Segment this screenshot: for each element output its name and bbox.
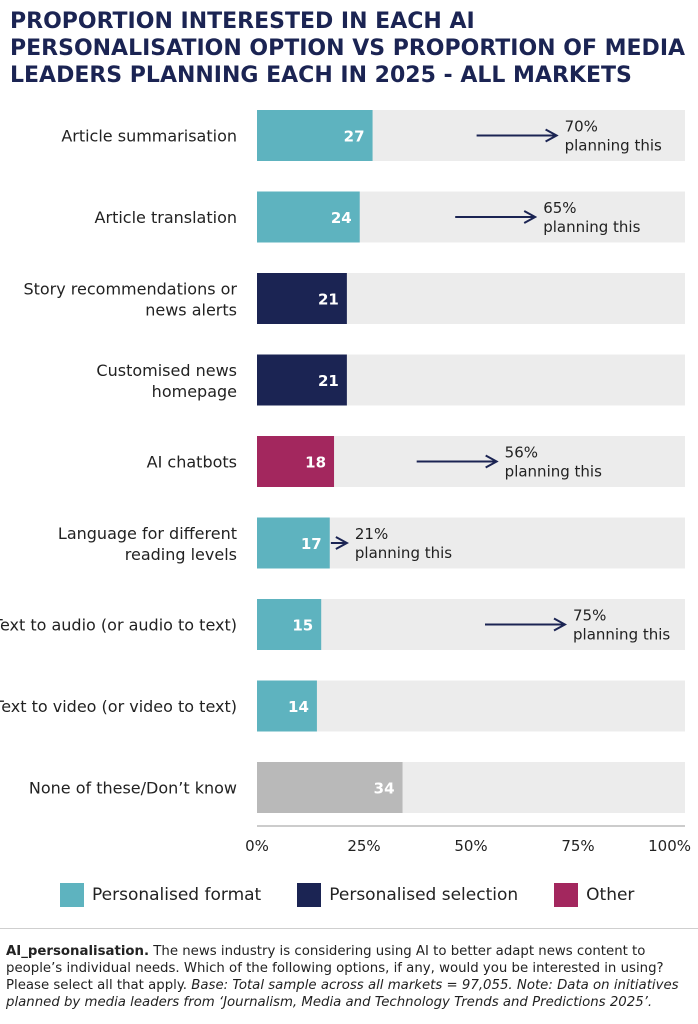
bar-track: [257, 680, 685, 732]
category-label: news alerts: [145, 301, 237, 320]
footnote-question: The news industry is considering using A…: [6, 944, 664, 993]
bar-value-label: 27: [344, 128, 365, 146]
bar: [257, 436, 335, 487]
bar-value-label: 17: [301, 535, 322, 553]
bar: [257, 191, 360, 243]
x-tick-label: 75%: [561, 837, 594, 855]
bar: [257, 599, 322, 650]
bar-value-label: 15: [292, 617, 313, 635]
category-label: homepage: [152, 382, 237, 401]
bar: [257, 762, 403, 813]
planning-percent-label: 75%: [573, 607, 606, 625]
footnote-label: AI_personalisation.: [6, 944, 150, 959]
planning-text-label: planning this: [505, 463, 602, 481]
x-tick-label: 50%: [454, 837, 487, 855]
legend-label-personalised-format: Personalised format: [92, 885, 262, 905]
bar-value-label: 34: [374, 780, 395, 798]
bar: [257, 273, 347, 324]
legend-label-other: Other: [586, 885, 635, 905]
category-label: Language for different: [58, 524, 237, 543]
category-label: Story recommendations or: [23, 280, 237, 299]
bar-value-label: 24: [331, 209, 352, 227]
legend-label-personalised-selection: Personalised selection: [329, 885, 519, 905]
planning-text-label: planning this: [573, 626, 670, 644]
planning-text-label: planning this: [543, 218, 640, 236]
legend-item-other: Other: [554, 883, 634, 907]
bar: [257, 354, 347, 406]
bar: [257, 110, 373, 161]
x-tick-label: 100%: [648, 837, 691, 855]
category-label: Text to audio (or audio to text): [0, 616, 237, 635]
category-label: AI chatbots: [147, 453, 237, 472]
category-label: Customised news: [96, 361, 237, 380]
category-label: reading levels: [125, 545, 237, 564]
x-tick-label: 0%: [245, 837, 269, 855]
category-label: None of these/Don’t know: [29, 779, 237, 798]
legend-item-personalised-selection: Personalised selection: [297, 883, 518, 907]
legend-swatch-personalised-format: [60, 883, 84, 907]
legend-swatch-personalised-selection: [297, 883, 322, 907]
bar-track: [257, 599, 685, 650]
legend: Personalised format Personalised selecti…: [60, 880, 670, 910]
bar-value-label: 14: [288, 698, 309, 716]
bar-value-label: 21: [318, 291, 339, 309]
divider: [0, 928, 698, 929]
bar-value-label: 18: [305, 454, 326, 472]
bar: [257, 680, 317, 732]
planning-percent-label: 56%: [505, 444, 538, 462]
category-label: Text to video (or video to text): [0, 697, 237, 716]
category-label: Article translation: [95, 208, 237, 227]
planning-percent-label: 65%: [543, 199, 576, 217]
bar-value-label: 21: [318, 372, 339, 390]
footnote: AI_personalisation. The news industry is…: [6, 943, 694, 1011]
planning-percent-label: 70%: [565, 118, 598, 136]
bar: [257, 517, 330, 569]
legend-item-personalised-format: Personalised format: [60, 883, 261, 907]
planning-percent-label: 21%: [355, 525, 388, 543]
category-label: Article summarisation: [61, 127, 237, 146]
legend-swatch-other: [554, 883, 579, 907]
x-tick-label: 25%: [347, 837, 380, 855]
footnote-note: Base: Total sample across all markets = …: [6, 978, 679, 1010]
planning-text-label: planning this: [355, 544, 452, 562]
planning-text-label: planning this: [565, 137, 662, 155]
chart-title: PROPORTION INTERESTED IN EACH AI PERSONA…: [10, 9, 686, 88]
